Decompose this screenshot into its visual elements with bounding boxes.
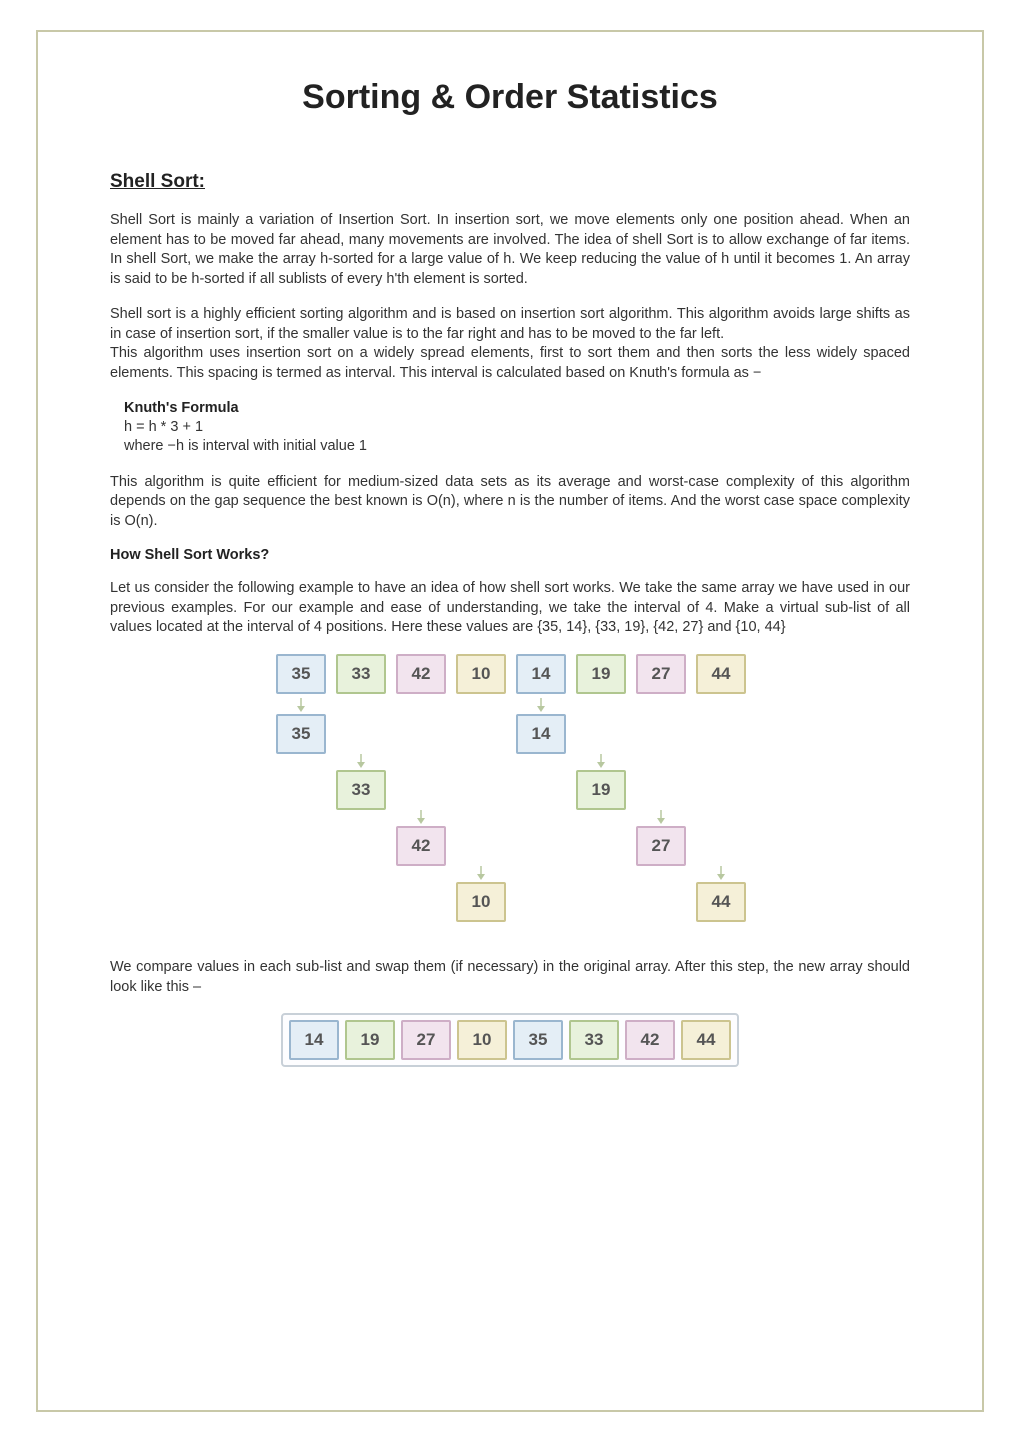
array-cell: 42 xyxy=(625,1020,675,1060)
array-cell: 27 xyxy=(636,654,686,694)
array-cell: 27 xyxy=(401,1020,451,1060)
heading-knuth: Knuth's Formula xyxy=(124,400,910,416)
array-cell: 14 xyxy=(516,654,566,694)
array-cell: 44 xyxy=(696,654,746,694)
array-cell: 44 xyxy=(696,882,746,922)
array-cell: 10 xyxy=(456,654,506,694)
array-cell: 10 xyxy=(457,1020,507,1060)
paragraph-2: Shell sort is a highly efficient sorting… xyxy=(110,305,910,344)
array-cell: 42 xyxy=(396,826,446,866)
heading-shell-sort: Shell Sort: xyxy=(110,171,910,193)
shell-sort-diagram: 35334210141927443514331942271044 xyxy=(110,654,910,934)
array-cell: 27 xyxy=(636,826,686,866)
array-cell: 14 xyxy=(289,1020,339,1060)
formula-where: where −h is interval with initial value … xyxy=(124,437,910,457)
formula-line: h = h * 3 + 1 xyxy=(124,418,910,438)
heading-how-works: How Shell Sort Works? xyxy=(110,547,910,563)
array-cell: 35 xyxy=(513,1020,563,1060)
page: Sorting & Order Statistics Shell Sort: S… xyxy=(0,0,1020,1442)
content-frame: Sorting & Order Statistics Shell Sort: S… xyxy=(36,30,984,1412)
array-cell: 35 xyxy=(276,714,326,754)
array-cell: 19 xyxy=(576,654,626,694)
array-cell: 42 xyxy=(396,654,446,694)
paragraph-6: We compare values in each sub-list and s… xyxy=(110,958,910,997)
paragraph-intro: Shell Sort is mainly a variation of Inse… xyxy=(110,211,910,289)
array-cell: 33 xyxy=(336,770,386,810)
array-cell: 10 xyxy=(456,882,506,922)
result-array-diagram: 1419271035334244 xyxy=(110,1013,910,1067)
array-cell: 19 xyxy=(576,770,626,810)
paragraph-4: This algorithm is quite efficient for me… xyxy=(110,473,910,532)
array-cell: 35 xyxy=(276,654,326,694)
array-cell: 33 xyxy=(336,654,386,694)
paragraph-5: Let us consider the following example to… xyxy=(110,579,910,638)
paragraph-3: This algorithm uses insertion sort on a … xyxy=(110,344,910,383)
array-cell: 33 xyxy=(569,1020,619,1060)
array-cell: 44 xyxy=(681,1020,731,1060)
array-cell: 14 xyxy=(516,714,566,754)
page-title: Sorting & Order Statistics xyxy=(110,78,910,117)
array-cell: 19 xyxy=(345,1020,395,1060)
knuth-formula-block: Knuth's Formula h = h * 3 + 1 where −h i… xyxy=(110,400,910,457)
